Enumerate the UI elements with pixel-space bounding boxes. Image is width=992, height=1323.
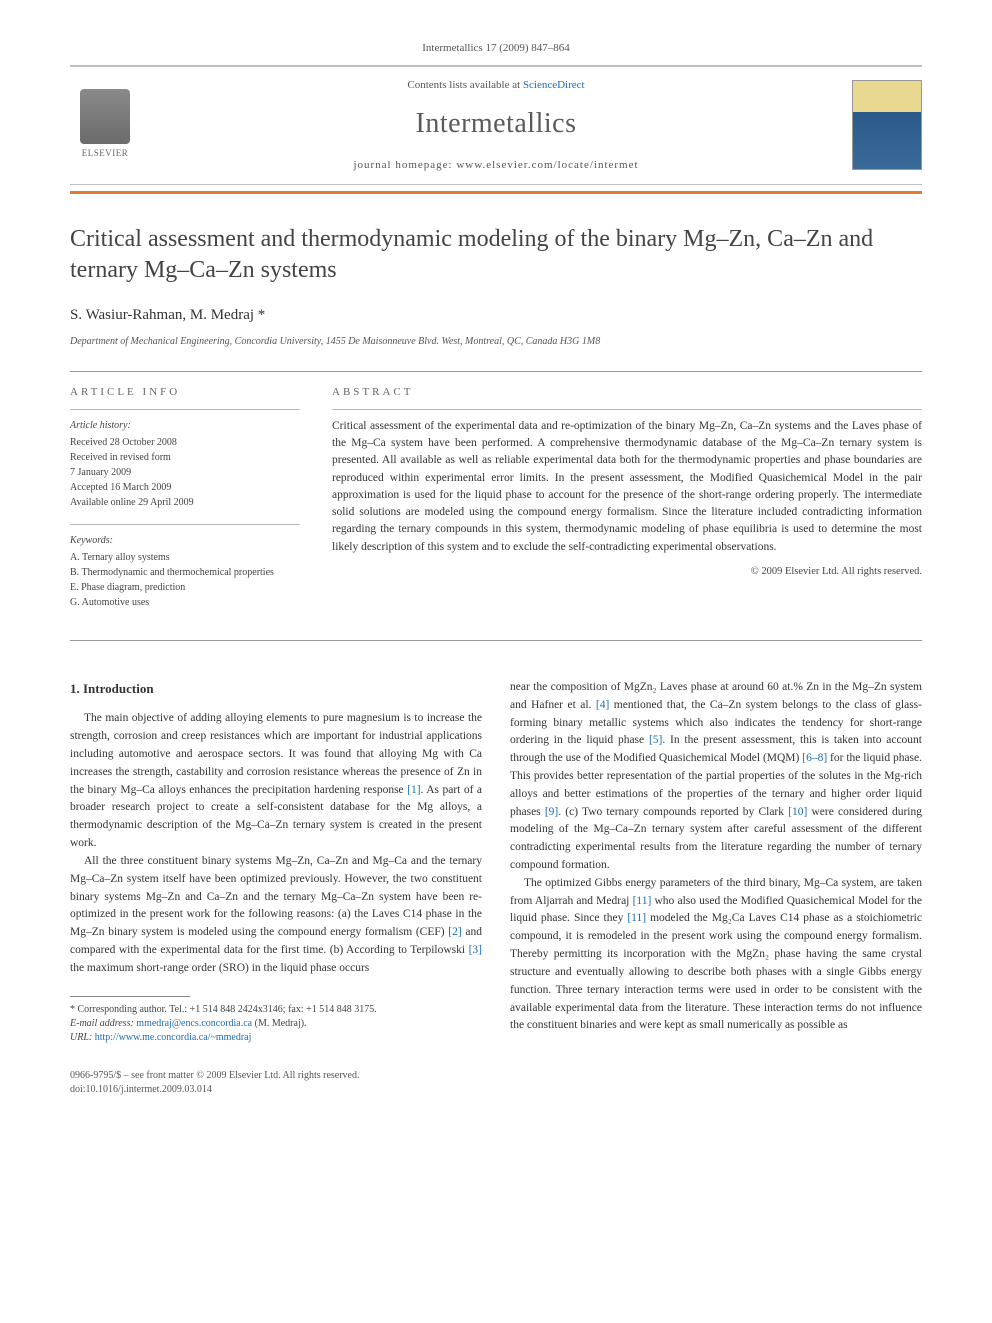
article-info-panel: ARTICLE INFO Article history: Received 2… bbox=[70, 384, 300, 624]
keyword-1: A. Ternary alloy systems bbox=[70, 550, 300, 565]
author-url-link[interactable]: http://www.me.concordia.ca/~mmedraj bbox=[95, 1032, 252, 1043]
history-accepted: Accepted 16 March 2009 bbox=[70, 480, 300, 495]
history-received: Received 28 October 2008 bbox=[70, 435, 300, 450]
keyword-3: E. Phase diagram, prediction bbox=[70, 580, 300, 595]
divider-top bbox=[70, 371, 922, 372]
column-left: 1. Introduction The main objective of ad… bbox=[70, 679, 482, 1097]
intro-para-2: All the three constituent binary systems… bbox=[70, 853, 482, 978]
url-label: URL: bbox=[70, 1032, 95, 1043]
homepage-prefix: journal homepage: bbox=[353, 159, 456, 171]
footnote-separator bbox=[70, 996, 190, 997]
publisher-logo: ELSEVIER bbox=[70, 85, 140, 165]
ref-1-link[interactable]: [1] bbox=[407, 784, 420, 796]
email-label: E-mail address: bbox=[70, 1018, 136, 1029]
history-online: Available online 29 April 2009 bbox=[70, 495, 300, 510]
section-1-heading: 1. Introduction bbox=[70, 679, 482, 699]
intro-para-3: near the composition of MgZn₂ Laves phas… bbox=[510, 679, 922, 875]
contents-available-line: Contents lists available at ScienceDirec… bbox=[140, 77, 852, 94]
issn-copyright: 0966-9795/$ – see front matter © 2009 El… bbox=[70, 1069, 482, 1083]
ref-2-link[interactable]: [2] bbox=[448, 926, 461, 938]
corresponding-author-footnote: * Corresponding author. Tel.: +1 514 848… bbox=[70, 1003, 482, 1045]
article-history-block: Article history: Received 28 October 200… bbox=[70, 418, 300, 510]
ref-11a-link[interactable]: [11] bbox=[633, 895, 652, 907]
journal-title: Intermetallics bbox=[140, 103, 852, 145]
abstract-panel: ABSTRACT Critical assessment of the expe… bbox=[332, 384, 922, 624]
divider-bottom bbox=[70, 640, 922, 641]
body-two-column: 1. Introduction The main objective of ad… bbox=[70, 679, 922, 1097]
ref-9-link[interactable]: [9] bbox=[545, 806, 558, 818]
ref-3-link[interactable]: [3] bbox=[469, 944, 482, 956]
keywords-block: Keywords: A. Ternary alloy systems B. Th… bbox=[70, 533, 300, 610]
journal-header: ELSEVIER Contents lists available at Sci… bbox=[70, 65, 922, 185]
keywords-label: Keywords: bbox=[70, 533, 300, 548]
column-right: near the composition of MgZn₂ Laves phas… bbox=[510, 679, 922, 1097]
info-top-rule bbox=[70, 409, 300, 410]
doi-line: doi:10.1016/j.intermet.2009.03.014 bbox=[70, 1083, 482, 1097]
ref-5-link[interactable]: [5] bbox=[649, 734, 662, 746]
author-email-link[interactable]: mmedraj@encs.concordia.ca bbox=[136, 1018, 252, 1029]
sciencedirect-link[interactable]: ScienceDirect bbox=[523, 79, 585, 91]
email-suffix: (M. Medraj). bbox=[252, 1018, 306, 1029]
intro-para-1: The main objective of adding alloying el… bbox=[70, 710, 482, 853]
abstract-copyright: © 2009 Elsevier Ltd. All rights reserved… bbox=[332, 564, 922, 580]
authors-line: S. Wasiur-Rahman, M. Medraj * bbox=[70, 304, 922, 327]
abstract-top-rule bbox=[332, 409, 922, 410]
abstract-label: ABSTRACT bbox=[332, 384, 922, 401]
brand-accent-bar bbox=[70, 191, 922, 194]
intro-para-4: The optimized Gibbs energy parameters of… bbox=[510, 875, 922, 1035]
homepage-url: www.elsevier.com/locate/intermet bbox=[456, 159, 638, 171]
front-matter-info: 0966-9795/$ – see front matter © 2009 El… bbox=[70, 1069, 482, 1097]
history-label: Article history: bbox=[70, 418, 300, 433]
keyword-4: G. Automotive uses bbox=[70, 595, 300, 610]
publisher-name: ELSEVIER bbox=[82, 147, 129, 161]
keyword-2: B. Thermodynamic and thermochemical prop… bbox=[70, 565, 300, 580]
elsevier-tree-icon bbox=[80, 89, 130, 144]
article-info-label: ARTICLE INFO bbox=[70, 384, 300, 401]
ref-10-link[interactable]: [10] bbox=[788, 806, 807, 818]
ref-4-link[interactable]: [4] bbox=[596, 699, 609, 711]
history-revised-line1: Received in revised form bbox=[70, 450, 300, 465]
history-revised-line2: 7 January 2009 bbox=[70, 465, 300, 480]
ref-11b-link[interactable]: [11] bbox=[627, 912, 646, 924]
info-mid-rule bbox=[70, 524, 300, 525]
journal-citation: Intermetallics 17 (2009) 847–864 bbox=[70, 40, 922, 57]
article-title: Critical assessment and thermodynamic mo… bbox=[70, 224, 922, 286]
contents-prefix: Contents lists available at bbox=[407, 79, 522, 91]
affiliation-line: Department of Mechanical Engineering, Co… bbox=[70, 334, 922, 349]
abstract-text: Critical assessment of the experimental … bbox=[332, 418, 922, 556]
ref-6-8-link[interactable]: [6–8] bbox=[802, 752, 827, 764]
journal-homepage: journal homepage: www.elsevier.com/locat… bbox=[140, 157, 852, 174]
corr-author-line: * Corresponding author. Tel.: +1 514 848… bbox=[70, 1003, 482, 1017]
journal-cover-thumbnail bbox=[852, 80, 922, 170]
